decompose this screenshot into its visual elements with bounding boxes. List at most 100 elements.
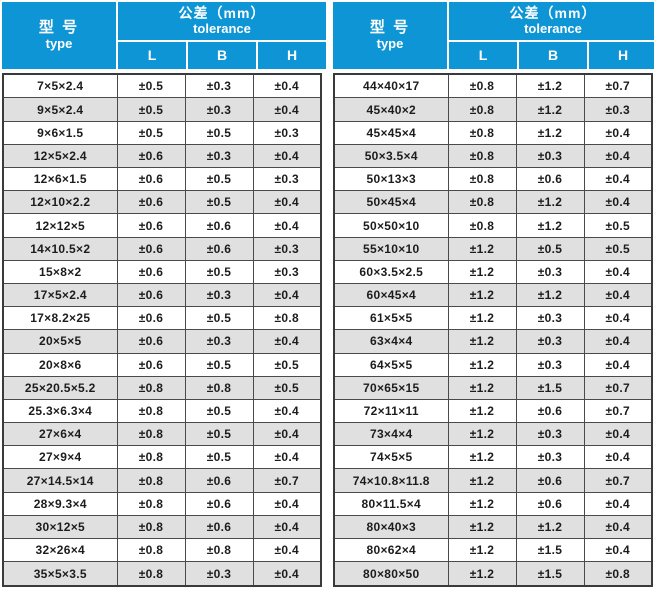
tolerance-h-cell: ±0.4 [583,538,653,563]
spec-row: 35×5×3.5 ±0.8 ±0.3 ±0.4 [2,561,322,587]
tolerance-b-cell: ±0.6 [184,468,254,493]
spec-row: 17×8.2×25 ±0.6 ±0.5 ±0.8 [2,306,322,331]
type-cell: 35×5×3.5 [2,561,118,587]
table-header-left: 型 号 type 公差（mm） tolerance L B H [2,2,326,69]
tolerance-l-cell: ±0.5 [116,73,186,99]
tolerance-b-cell: ±0.6 [184,236,254,261]
type-cell: 80×80×50 [333,561,449,587]
tolerance-b-cell: ±1.2 [515,282,585,308]
col-header-b: B [519,42,587,69]
type-cell: 12×5×2.4 [2,143,118,169]
tolerance-l-cell: ±0.6 [116,213,186,238]
spec-row: 64×5×5 ±1.2 ±0.3 ±0.4 [333,352,653,377]
tolerance-b-cell: ±0.5 [184,398,254,424]
spec-row: 70×65×15 ±1.2 ±1.5 ±0.7 [333,375,653,400]
tolerance-h-cell: ±0.4 [583,445,653,470]
spec-row: 50×50×10 ±0.8 ±1.2 ±0.5 [333,213,653,238]
tolerance-l-cell: ±0.6 [116,259,186,284]
type-cell: 9×6×1.5 [2,120,118,145]
tolerance-h-cell: ±0.4 [252,282,322,308]
tolerance-b-cell: ±0.5 [184,352,254,377]
tolerance-label-zh: 公差（mm） [509,5,597,22]
tolerance-b-cell: ±0.3 [184,282,254,308]
type-cell: 17×8.2×25 [2,306,118,331]
tolerance-l-cell: ±0.8 [116,538,186,563]
spec-row: 12×6×1.5 ±0.6 ±0.5 ±0.3 [2,167,322,192]
col-header-h: H [258,42,326,69]
tolerance-h-cell: ±0.7 [583,468,653,493]
tolerance-b-cell: ±1.2 [515,514,585,540]
tolerance-b-cell: ±0.5 [184,167,254,192]
tolerance-h-cell: ±0.4 [252,491,322,516]
tolerance-l-cell: ±1.2 [447,422,517,447]
tolerance-l-cell: ±0.5 [116,120,186,145]
tolerance-label-en: tolerance [524,20,582,36]
tolerance-b-cell: ±0.3 [184,143,254,169]
spec-row: 74×5×5 ±1.2 ±0.3 ±0.4 [333,445,653,470]
tolerance-h-cell: ±0.3 [583,97,653,122]
type-cell: 30×12×5 [2,514,118,540]
tolerance-l-cell: ±0.8 [116,468,186,493]
tolerance-h-cell: ±0.5 [252,352,322,377]
tolerance-l-cell: ±0.8 [447,213,517,238]
tolerance-l-cell: ±0.8 [447,73,517,99]
spec-body-table-right: 44×40×17 ±0.8 ±1.2 ±0.7 45×40×2 ±0.8 ±1.2 ±0.3 4… [333,73,653,587]
tolerance-l-cell: ±0.8 [447,120,517,145]
spec-row: 9×6×1.5 ±0.5 ±0.5 ±0.3 [2,120,322,145]
tolerance-l-cell: ±0.8 [116,445,186,470]
type-cell: 72×11×11 [333,398,449,424]
type-cell: 60×45×4 [333,282,449,308]
tolerance-column-header: 公差（mm） tolerance [449,2,654,40]
spec-row: 15×8×2 ±0.6 ±0.5 ±0.3 [2,259,322,284]
col-header-l: L [118,42,186,69]
tolerance-b-cell: ±1.5 [515,561,585,587]
type-cell: 45×40×2 [333,97,449,122]
spec-row: 44×40×17 ±0.8 ±1.2 ±0.7 [333,73,653,99]
tolerance-b-cell: ±0.6 [515,167,585,192]
type-cell: 25.3×6.3×4 [2,398,118,424]
tolerance-column-header: 公差（mm） tolerance [118,2,326,40]
tolerance-b-cell: ±0.6 [515,398,585,424]
tolerance-b-cell: ±0.5 [184,306,254,331]
type-column-header: 型 号 type [333,2,447,69]
spec-row: 27×14.5×14 ±0.8 ±0.6 ±0.7 [2,468,322,493]
type-cell: 70×65×15 [333,375,449,400]
spec-row: 55×10×10 ±1.2 ±0.5 ±0.5 [333,236,653,261]
spec-row: 12×12×5 ±0.6 ±0.6 ±0.4 [2,213,322,238]
tolerance-h-cell: ±0.4 [583,514,653,540]
spec-row: 45×45×4 ±0.8 ±1.2 ±0.4 [333,120,653,145]
tolerance-l-cell: ±1.2 [447,398,517,424]
type-column-header: 型 号 type [2,2,116,69]
tolerance-h-cell: ±0.4 [583,259,653,284]
tolerance-l-cell: ±1.2 [447,282,517,308]
tolerance-h-cell: ±0.4 [583,352,653,377]
tolerance-h-cell: ±0.4 [583,143,653,169]
tolerance-b-cell: ±0.3 [515,306,585,331]
tolerance-b-cell: ±1.2 [515,97,585,122]
tolerance-l-cell: ±1.2 [447,561,517,587]
spec-row: 60×45×4 ±1.2 ±1.2 ±0.4 [333,282,653,308]
type-label-zh: 型 号 [369,19,411,37]
tolerance-l-cell: ±0.6 [116,352,186,377]
tolerance-h-cell: ±0.4 [252,213,322,238]
tolerance-label-en: tolerance [193,20,251,36]
tolerance-h-cell: ±0.4 [252,514,322,540]
tolerance-h-cell: ±0.7 [252,468,322,493]
type-label-en: type [45,35,73,51]
tolerance-b-cell: ±0.5 [184,259,254,284]
tolerance-b-cell: ±0.3 [515,352,585,377]
tolerance-h-cell: ±0.5 [583,213,653,238]
type-cell: 80×62×4 [333,538,449,563]
type-cell: 50×50×10 [333,213,449,238]
type-cell: 50×13×3 [333,167,449,192]
tolerance-b-cell: ±0.3 [515,422,585,447]
tolerance-b-cell: ±0.5 [184,422,254,447]
tolerance-h-cell: ±0.4 [252,422,322,447]
spec-table-left: 型 号 type 公差（mm） tolerance L B H 7×5×2.4 ±… [2,2,326,587]
col-header-b: B [188,42,256,69]
tolerance-l-cell: ±0.6 [116,143,186,169]
tolerance-b-cell: ±1.2 [515,73,585,99]
table-header-right: 型 号 type 公差（mm） tolerance L B H [333,2,654,69]
spec-row: 17×5×2.4 ±0.6 ±0.3 ±0.4 [2,282,322,308]
